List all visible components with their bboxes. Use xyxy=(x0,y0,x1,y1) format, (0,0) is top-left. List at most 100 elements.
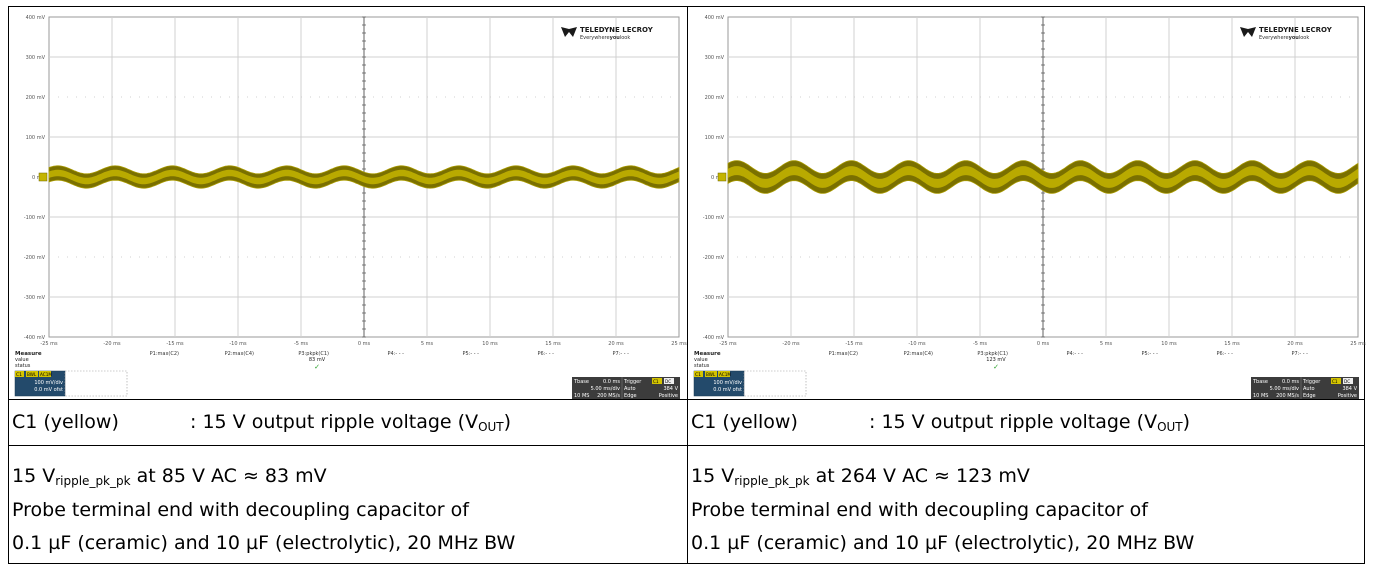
channel-marker xyxy=(38,172,48,182)
x-tick-label: 10 ms xyxy=(1161,341,1177,347)
brand-tagline-part: Everywhere xyxy=(580,35,610,41)
y-tick-label: 200 mV xyxy=(705,95,725,101)
trigger-badge: DC xyxy=(665,379,671,384)
caption-right-ripple-b: at 264 V AC ≈ 123 mV xyxy=(809,465,1030,487)
trace-c1-core xyxy=(728,166,1358,188)
tbase-samples: 10 MS xyxy=(574,393,589,399)
measure-param: P1:max(C2) xyxy=(829,351,858,357)
trigger-badge-bg xyxy=(664,378,674,384)
measure-param: P2:max(C4) xyxy=(225,351,254,357)
caption-left-desc-sub: OUT xyxy=(478,420,504,434)
channel-badge-bg xyxy=(26,371,38,377)
caption-right-row4: 0.1 µF (ceramic) and 10 µF (electrolytic… xyxy=(691,532,1195,554)
column-divider xyxy=(687,7,688,563)
measure-value-pkpk: 83 mV xyxy=(309,357,326,363)
channel-offset: 0.0 mV ofst xyxy=(34,387,63,393)
row-divider-1 xyxy=(9,399,1364,400)
x-tick-label: -20 ms xyxy=(103,341,121,347)
caption-left-desc: : 15 V output ripple voltage (V xyxy=(190,411,479,433)
channel-marker xyxy=(717,172,727,182)
trigger-badge-bg xyxy=(652,378,662,384)
x-tick-label: -15 ms xyxy=(166,341,184,347)
caption-right-desc-end: ) xyxy=(1182,411,1191,433)
caption-left-ripple-sub: ripple_pk_pk xyxy=(55,474,131,488)
x-tick-label: 15 ms xyxy=(1224,341,1240,347)
trigger-mode: Auto xyxy=(1303,386,1315,392)
caption-right-ripple-a: 15 V xyxy=(691,465,735,487)
y-tick-label: 300 mV xyxy=(705,55,725,61)
caption-left-desc-end: ) xyxy=(503,411,512,433)
brand-name: TELEDYNE LECROY xyxy=(580,26,654,34)
caption-right-row2: 15 Vripple_pk_pk at 264 V AC ≈ 123 mV xyxy=(691,464,1030,493)
measure-label: Measure xyxy=(15,351,42,357)
status-check-icon: ✓ xyxy=(314,363,320,371)
caption-right-desc-sub: OUT xyxy=(1157,420,1183,434)
trigger-slope: Positive xyxy=(659,393,678,399)
y-tick-label: -200 mV xyxy=(703,255,725,261)
y-tick-label: -300 mV xyxy=(24,295,46,301)
status-label: status xyxy=(15,363,31,369)
brand-tagline-part: look xyxy=(620,35,631,41)
x-tick-label: -25 ms xyxy=(40,341,58,347)
trigger-mode: Auto xyxy=(624,386,636,392)
caption-left-ripple-a: 15 V xyxy=(12,465,56,487)
y-tick-label: -400 mV xyxy=(24,335,46,341)
measure-param: P5:- - - xyxy=(463,351,480,357)
measure-param: P6:- - - xyxy=(1217,351,1234,357)
measure-param: P2:max(C4) xyxy=(904,351,933,357)
x-tick-label: 20 ms xyxy=(608,341,624,347)
empty-channel-slot xyxy=(64,370,128,397)
x-tick-label: -15 ms xyxy=(845,341,863,347)
channel-offset: 0.0 mV ofst xyxy=(713,387,742,393)
caption-right-ripple-sub: ripple_pk_pk xyxy=(734,474,810,488)
scope-panel-left: 400 mV 300 mV 200 mV 100 mV 0 mV -100 mV -200 … xyxy=(9,7,687,399)
x-tick-label: 15 ms xyxy=(545,341,561,347)
channel-badge: AC1M xyxy=(719,372,731,377)
layout-table: 400 mV 300 mV 200 mV 100 mV 0 mV -100 mV -200 … xyxy=(8,6,1366,564)
value-label: value xyxy=(15,357,29,363)
y-tick-label: 200 mV xyxy=(26,95,46,101)
caption-left-channel: C1 (yellow) xyxy=(12,411,119,433)
y-tick-label: -100 mV xyxy=(703,215,725,221)
tbase-rate: 200 MS/s xyxy=(1276,393,1299,399)
caption-right-row1: C1 (yellow): 15 V output ripple voltage … xyxy=(691,410,1190,439)
measure-param: P6:- - - xyxy=(538,351,555,357)
trigger-label: Trigger xyxy=(1302,379,1321,385)
caption-left-row2: 15 Vripple_pk_pk at 85 V AC ≈ 83 mV xyxy=(12,464,327,493)
brand-tagline-part: you xyxy=(1289,35,1300,41)
channel-badge-bg xyxy=(39,371,51,377)
measure-param: P1:max(C2) xyxy=(150,351,179,357)
measure-label: Measure xyxy=(694,351,721,357)
trigger-type: Edge xyxy=(1303,393,1316,399)
y-tick-label: -400 mV xyxy=(703,335,725,341)
brand-logo-icon xyxy=(561,27,577,37)
x-tick-label: 25 ms xyxy=(671,341,687,347)
brand-tagline-part: look xyxy=(1299,35,1310,41)
tbase-label: Tbase xyxy=(1252,379,1268,385)
brand-logo-icon xyxy=(1240,27,1256,37)
caption-right-channel: C1 (yellow) xyxy=(691,411,798,433)
brand-tagline-part: Everywhere xyxy=(1259,35,1289,41)
x-tick-label: -5 ms xyxy=(294,341,308,347)
trigger-badge: C1 xyxy=(1332,379,1338,384)
channel-tag-bg xyxy=(694,371,703,377)
x-tick-label: -5 ms xyxy=(973,341,987,347)
trace-c1-core xyxy=(49,169,679,185)
y-tick-label: 400 mV xyxy=(26,15,46,21)
channel-badge-bg xyxy=(705,371,717,377)
measure-param: P3:pkpk(C1) xyxy=(298,351,329,357)
x-tick-label: 0 ms xyxy=(1037,341,1050,347)
trigger-level: 384 V xyxy=(663,386,678,392)
measure-param: P3:pkpk(C1) xyxy=(977,351,1008,357)
brand-name: TELEDYNE LECROY xyxy=(1259,26,1333,34)
channel-badge-bg xyxy=(718,371,730,377)
tbase-rate: 200 MS/s xyxy=(597,393,620,399)
y-tick-label: -200 mV xyxy=(24,255,46,261)
y-tick-label: -100 mV xyxy=(24,215,46,221)
channel-tag-bg xyxy=(15,371,24,377)
x-tick-label: -10 ms xyxy=(908,341,926,347)
x-tick-label: -20 ms xyxy=(782,341,800,347)
